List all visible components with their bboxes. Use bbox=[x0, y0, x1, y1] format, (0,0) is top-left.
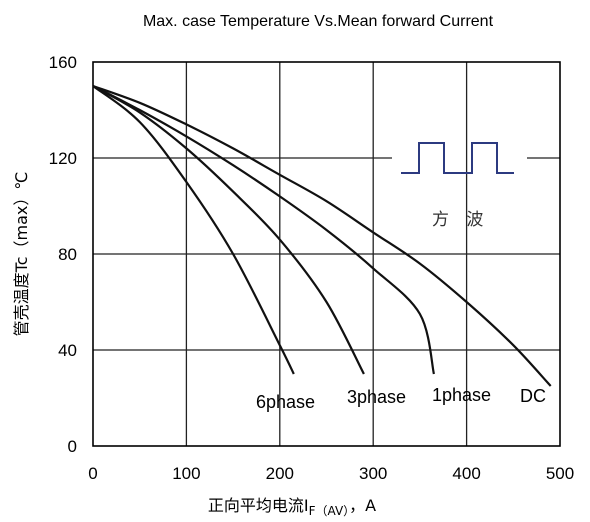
x-tick-label-4: 400 bbox=[452, 464, 480, 483]
grid-layer bbox=[93, 62, 560, 446]
series-label-dc: DC bbox=[520, 386, 546, 406]
x-tick-label-0: 0 bbox=[88, 464, 97, 483]
x-tick-label-1: 100 bbox=[172, 464, 200, 483]
y-axis-label: 管壳温度Tc（max）℃ bbox=[12, 172, 31, 337]
square-wave-label: 方 波 bbox=[432, 210, 489, 230]
x-axis-label-text: 正向平均电流 bbox=[208, 496, 304, 515]
y-tick-label-3: 120 bbox=[49, 149, 77, 168]
series-label-1phase: 1phase bbox=[432, 385, 491, 405]
y-tick-label-4: 160 bbox=[49, 53, 77, 72]
tick-layer: 0 100 200 300 400 500 0 40 80 120 160 bbox=[49, 53, 575, 483]
x-axis-label: 正向平均电流IF（AV），A bbox=[208, 496, 376, 518]
y-tick-label-0: 0 bbox=[68, 437, 77, 456]
x-tick-label-2: 200 bbox=[266, 464, 294, 483]
series-line-3phase bbox=[92, 85, 365, 375]
chart-title: Max. case Temperature Vs.Mean forward Cu… bbox=[143, 13, 494, 30]
x-tick-label-3: 300 bbox=[359, 464, 387, 483]
x-axis-label-subscript: F（AV） bbox=[309, 504, 350, 518]
series-labels: 6phase 3phase 1phase DC bbox=[256, 385, 546, 412]
y-tick-label-1: 40 bbox=[58, 341, 77, 360]
curve-layer bbox=[92, 84, 552, 387]
y-tick-label-2: 80 bbox=[58, 245, 77, 264]
x-axis-label-unit: ，A bbox=[349, 496, 376, 515]
series-line-1phase bbox=[92, 85, 435, 375]
x-axis-label-symbol: I bbox=[304, 496, 309, 515]
series-label-3phase: 3phase bbox=[347, 387, 406, 407]
series-label-6phase: 6phase bbox=[256, 392, 315, 412]
plot-frame bbox=[92, 61, 561, 447]
series-line-6phase bbox=[92, 85, 295, 375]
series-line-dc bbox=[92, 84, 552, 387]
square-wave-icon bbox=[401, 142, 514, 174]
x-tick-label-5: 500 bbox=[546, 464, 574, 483]
